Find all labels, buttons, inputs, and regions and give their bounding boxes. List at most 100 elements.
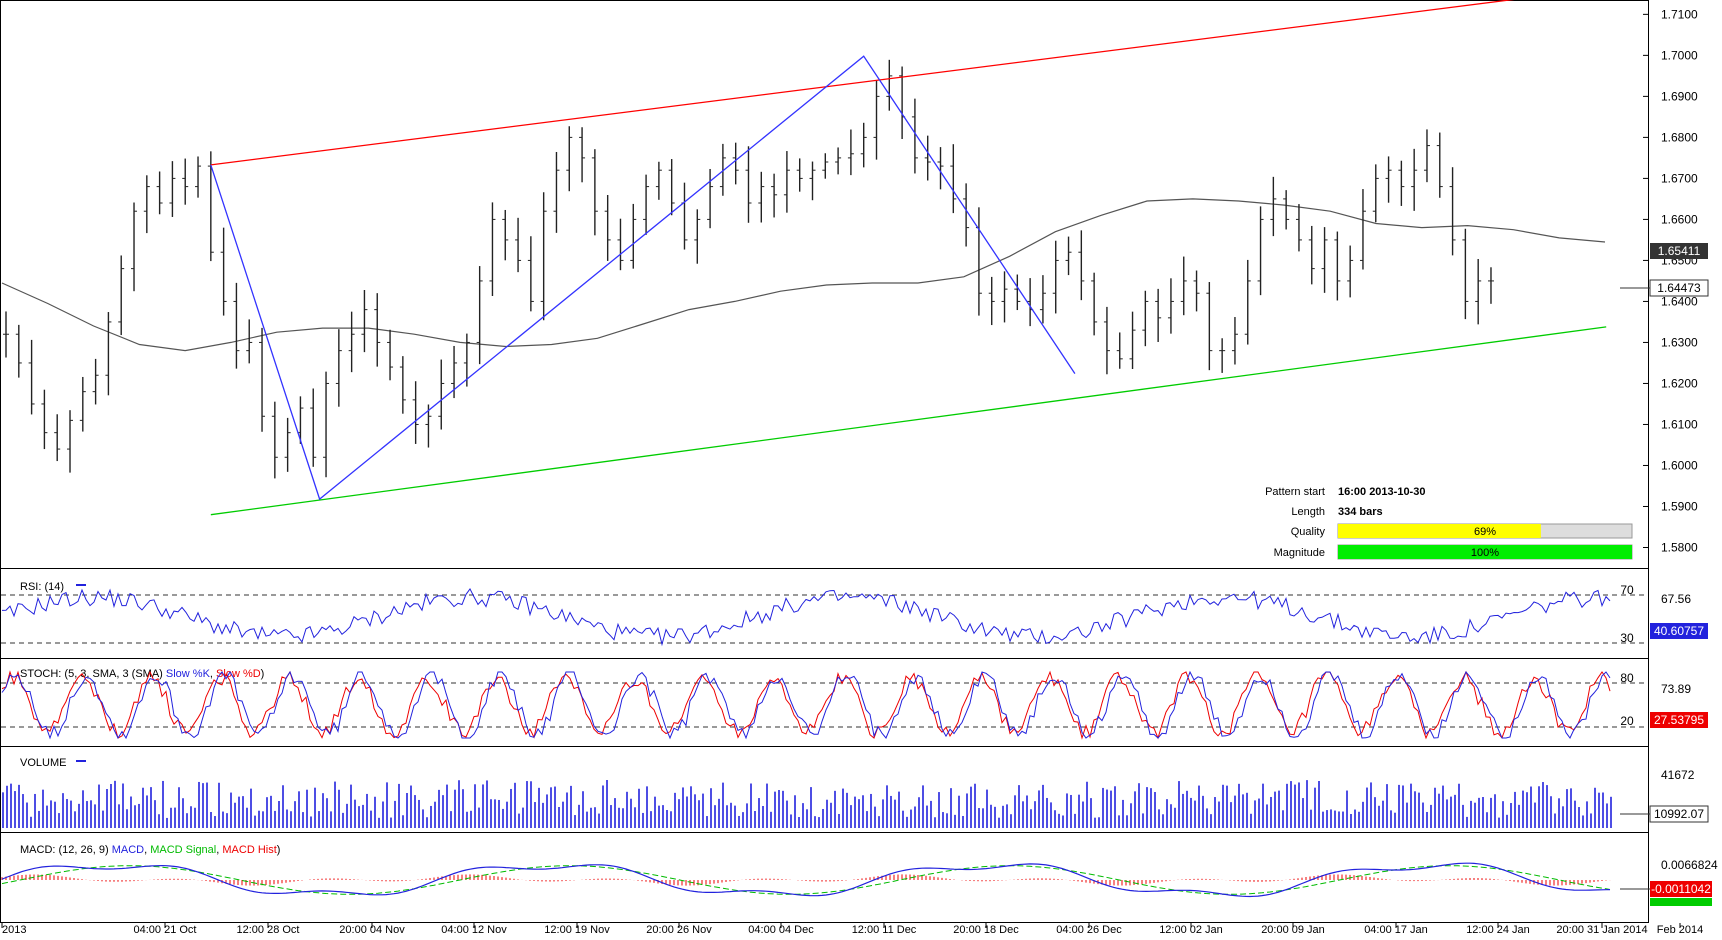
price-bar [1487,267,1494,304]
price-tick-label: 1.6200 [1661,376,1698,390]
macd-tick-label: 0.0066824 [1661,858,1718,872]
quality-value: 69% [1474,526,1496,538]
price-bar [783,151,790,213]
x-tick-label: 12:00 02 Jan [1159,924,1223,935]
price-bar [67,410,74,473]
price-bar [1167,278,1174,334]
price-bar [323,371,330,478]
x-tick-label: 12:00 24 Jan [1466,924,1530,935]
price-bar [643,174,650,235]
price-bar [809,161,816,201]
price-tick-label: 1.6900 [1661,89,1698,103]
price-bar [1180,256,1187,316]
price-bar [515,217,522,273]
price-tick-label: 1.6700 [1661,171,1698,185]
macd-title: MACD: (12, 26, 9) MACD, MACD Signal, MAC… [20,844,280,856]
x-tick-label: 04:00 26 Dec [1056,924,1122,935]
price-bar [399,356,406,414]
price-bar [79,376,86,432]
price-bar [1231,317,1238,365]
x-tick-label: 20:00 09 Jan [1261,924,1325,935]
rsi-value-label: 40.60757 [1654,624,1704,638]
price-bar [1372,164,1379,223]
price-bar [143,175,150,234]
last-price-box-bg [1649,279,1709,297]
price-bar [335,329,342,407]
length-label: Length [1291,506,1325,518]
panel-frames [0,0,1649,923]
rsi-title: RSI: (14) [20,581,64,593]
price-bar [374,293,381,367]
stoch-value-box [1650,712,1708,728]
x-tick-label: 04:00 21 Oct [134,924,197,935]
price-tick-label: 1.6000 [1661,458,1698,472]
stoch-panel[interactable]: 80 20 STOCH: (5, 3, SMA, 3 (SMA) Slow %K… [1,668,1708,740]
magnitude-label: Magnitude [1274,547,1325,559]
price-bar [937,147,944,190]
price-bar [1001,271,1008,323]
magnitude-bar-fill [1338,545,1632,559]
x-tick-label: 12:00 11 Dec [852,924,917,935]
price-bar [15,324,22,378]
price-bar [1052,240,1059,314]
price-tick-label: 1.6600 [1661,212,1698,226]
price-bar [1206,282,1213,371]
x-tick-label: 12:00 28 Oct [237,924,300,935]
price-bar [1385,156,1392,203]
price-bar [425,404,432,448]
stoch-title: STOCH: (5, 3, SMA, 3 (SMA) Slow %K, Slow… [20,668,264,680]
rsi-panel[interactable]: 70 30 RSI: (14) 67.56 40.60757 [1,581,1708,647]
volume-value-box [1649,805,1709,823]
price-bar [502,209,509,261]
price-bar [1065,236,1072,276]
price-bar [719,143,726,196]
macd-signal-legend: MACD Signal [150,844,216,856]
price-bar [1436,132,1443,198]
volume-panel[interactable]: VOLUME 41672 10992.07 [2,757,1709,828]
price-bar [310,388,317,467]
x-tick-label: 20:00 04 Nov [339,924,405,935]
price-bar [246,319,253,364]
price-bar [911,98,918,174]
price-bar [412,381,419,444]
price-bar [1462,228,1469,320]
price-panel[interactable]: 1.7100 1.7000 1.6900 1.6800 1.6700 1.6600 1.65… [1,0,1709,560]
price-bar [131,202,138,292]
price-bar [1411,148,1418,211]
price-bar [259,327,266,432]
price-bar [847,129,854,176]
price-bar [1129,311,1136,369]
price-bar [182,158,189,205]
price-bar [604,195,611,261]
price-bar [361,289,368,353]
ma-price-box: 1.65411 [1650,243,1708,259]
last-price-label: 1.64473 [1657,281,1701,295]
pattern-start-label: Pattern start [1265,486,1325,498]
price-bar [1334,231,1341,301]
price-bar [1475,258,1482,325]
price-bar [41,389,48,450]
price-bar [950,144,957,214]
price-bar [1423,129,1430,183]
price-bar [924,135,931,181]
x-tick-label: 04:00 12 Nov [441,924,507,935]
rsi-tick-label: 67.56 [1661,592,1691,606]
rsi-legend-swatch [76,584,86,586]
price-bar [387,329,394,381]
volume-title: VOLUME [20,757,66,769]
price-bar [207,151,214,262]
pattern-start-value: 16:00 2013-10-30 [1338,486,1425,498]
price-bar [233,282,240,369]
price-bar [1257,206,1264,296]
price-bar [694,209,701,264]
macd-panel[interactable]: MACD: (12, 26, 9) MACD, MACD Signal, MAC… [1,844,1718,906]
price-bar [3,311,9,358]
price-bar [54,414,61,462]
x-tick-label: 2013 [2,924,26,935]
price-bar [28,339,35,415]
price-bar [668,159,675,216]
price-bar [1014,274,1021,311]
x-tick-label: 20:00 18 Dec [953,924,1019,935]
price-tick-label: 1.5900 [1661,499,1698,513]
